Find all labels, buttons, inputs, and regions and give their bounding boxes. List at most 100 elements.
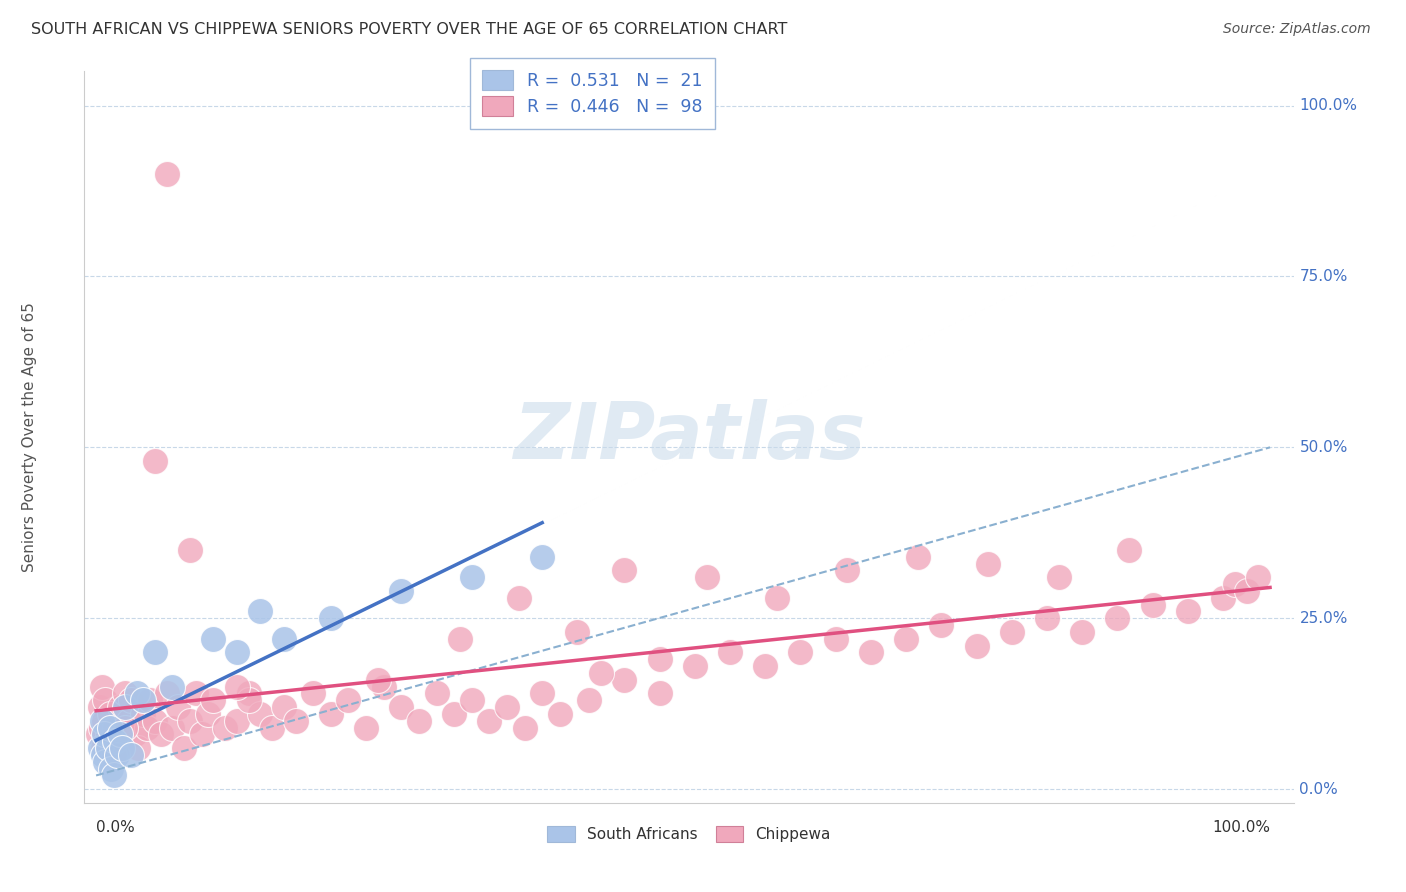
Point [97, 727, 120, 741]
Text: Source: ZipAtlas.com: Source: ZipAtlas.com [1223, 22, 1371, 37]
Point [837, 563, 859, 577]
Point [143, 454, 166, 468]
Point [354, 721, 377, 735]
Point [1118, 542, 1140, 557]
Point [508, 591, 530, 605]
Text: Seniors Poverty Over the Age of 65: Seniors Poverty Over the Age of 65 [22, 302, 38, 572]
Point [162, 721, 184, 735]
Point [98, 706, 121, 721]
Point [567, 624, 589, 639]
Point [90, 721, 112, 735]
Point [89, 700, 111, 714]
Point [648, 652, 671, 666]
Point [449, 632, 471, 646]
Point [114, 721, 136, 735]
Point [190, 727, 212, 741]
Legend: South Africans, Chippewa: South Africans, Chippewa [540, 819, 838, 850]
Point [894, 632, 917, 646]
Point [155, 686, 177, 700]
Point [443, 706, 465, 721]
Point [319, 611, 342, 625]
Point [226, 714, 249, 728]
Point [93, 714, 115, 728]
Point [373, 680, 395, 694]
Point [461, 693, 484, 707]
Point [824, 632, 846, 646]
Point [389, 700, 412, 714]
Point [91, 747, 114, 762]
Point [977, 557, 1000, 571]
Text: ZIPatlas: ZIPatlas [513, 399, 865, 475]
Point [613, 673, 636, 687]
Text: 75.0%: 75.0% [1299, 268, 1348, 284]
Point [1236, 583, 1258, 598]
Point [98, 721, 121, 735]
Point [966, 639, 988, 653]
Point [155, 167, 177, 181]
Point [262, 721, 284, 735]
Point [100, 762, 122, 776]
Point [907, 549, 929, 564]
Point [139, 693, 162, 707]
Point [578, 693, 600, 707]
Point [184, 686, 207, 700]
Point [496, 700, 519, 714]
Point [531, 549, 554, 564]
Point [97, 741, 120, 756]
Point [149, 727, 172, 741]
Point [718, 645, 741, 659]
Point [104, 721, 127, 735]
Point [105, 741, 128, 756]
Point [143, 645, 166, 659]
Point [214, 721, 236, 735]
Point [859, 645, 882, 659]
Point [135, 721, 157, 735]
Point [1247, 570, 1270, 584]
Point [478, 714, 501, 728]
Point [132, 693, 155, 707]
Point [103, 768, 125, 782]
Point [238, 686, 260, 700]
Point [104, 734, 127, 748]
Point [167, 700, 190, 714]
Point [173, 741, 195, 756]
Point [249, 604, 271, 618]
Point [337, 693, 360, 707]
Point [548, 706, 571, 721]
Point [89, 741, 111, 756]
Point [94, 693, 117, 707]
Point [249, 706, 271, 721]
Point [111, 741, 134, 756]
Point [408, 714, 430, 728]
Point [284, 714, 307, 728]
Text: 100.0%: 100.0% [1212, 820, 1270, 835]
Point [87, 727, 110, 741]
Point [143, 714, 166, 728]
Point [132, 706, 155, 721]
Point [513, 721, 536, 735]
Point [931, 618, 953, 632]
Point [127, 686, 149, 700]
Point [91, 680, 114, 694]
Point [1071, 624, 1094, 639]
Point [589, 665, 612, 680]
Point [202, 632, 225, 646]
Text: SOUTH AFRICAN VS CHIPPEWA SENIORS POVERTY OVER THE AGE OF 65 CORRELATION CHART: SOUTH AFRICAN VS CHIPPEWA SENIORS POVERT… [31, 22, 787, 37]
Text: 100.0%: 100.0% [1299, 98, 1357, 113]
Point [202, 693, 225, 707]
Point [197, 706, 219, 721]
Point [114, 686, 136, 700]
Point [1212, 591, 1234, 605]
Point [118, 714, 141, 728]
Point [1001, 624, 1024, 639]
Text: 0.0%: 0.0% [1299, 781, 1339, 797]
Point [108, 727, 131, 741]
Point [114, 700, 136, 714]
Text: 0.0%: 0.0% [96, 820, 135, 835]
Point [613, 563, 636, 577]
Point [425, 686, 447, 700]
Point [226, 645, 249, 659]
Point [94, 755, 117, 769]
Point [766, 591, 789, 605]
Point [91, 714, 114, 728]
